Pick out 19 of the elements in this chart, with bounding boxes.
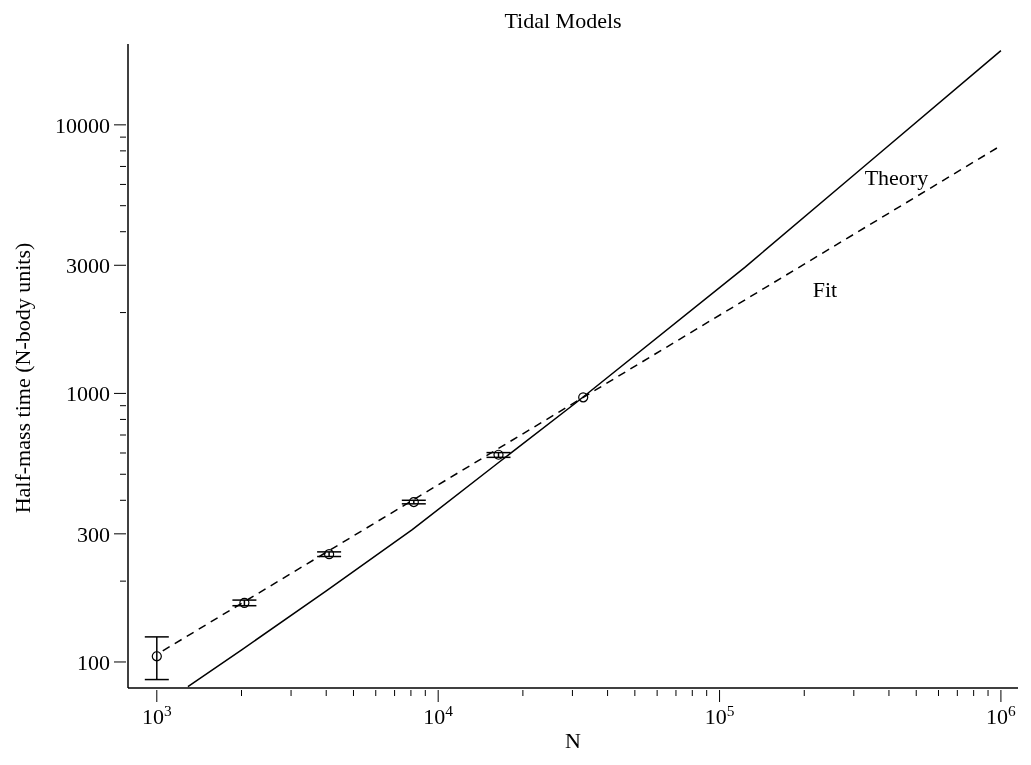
chart-title: Tidal Models [504, 8, 622, 33]
point [493, 449, 504, 460]
point [239, 597, 250, 608]
x-tick-label: 10$^{6}$ [986, 701, 1017, 729]
series-label: Fit [812, 276, 838, 302]
y-tick-label: 10000 [55, 112, 110, 138]
x-tick-label: 10$^{3}$ [141, 701, 172, 729]
y-tick-label: 300 [77, 521, 110, 547]
y-axis-title: Half-mass time (N-body units) [10, 242, 35, 514]
point [323, 549, 335, 560]
point [408, 496, 419, 508]
x-axis-title: N [565, 728, 582, 753]
x-tick-label: 10$^{4}$ [423, 701, 454, 729]
y-tick-label: 1000 [66, 381, 110, 407]
series-label: Theory [864, 165, 929, 191]
point [578, 392, 589, 403]
y-tick-label: 100 [77, 649, 110, 675]
y-tick-label: 3000 [66, 253, 110, 279]
x-tick-label: 10$^{5}$ [704, 701, 735, 729]
